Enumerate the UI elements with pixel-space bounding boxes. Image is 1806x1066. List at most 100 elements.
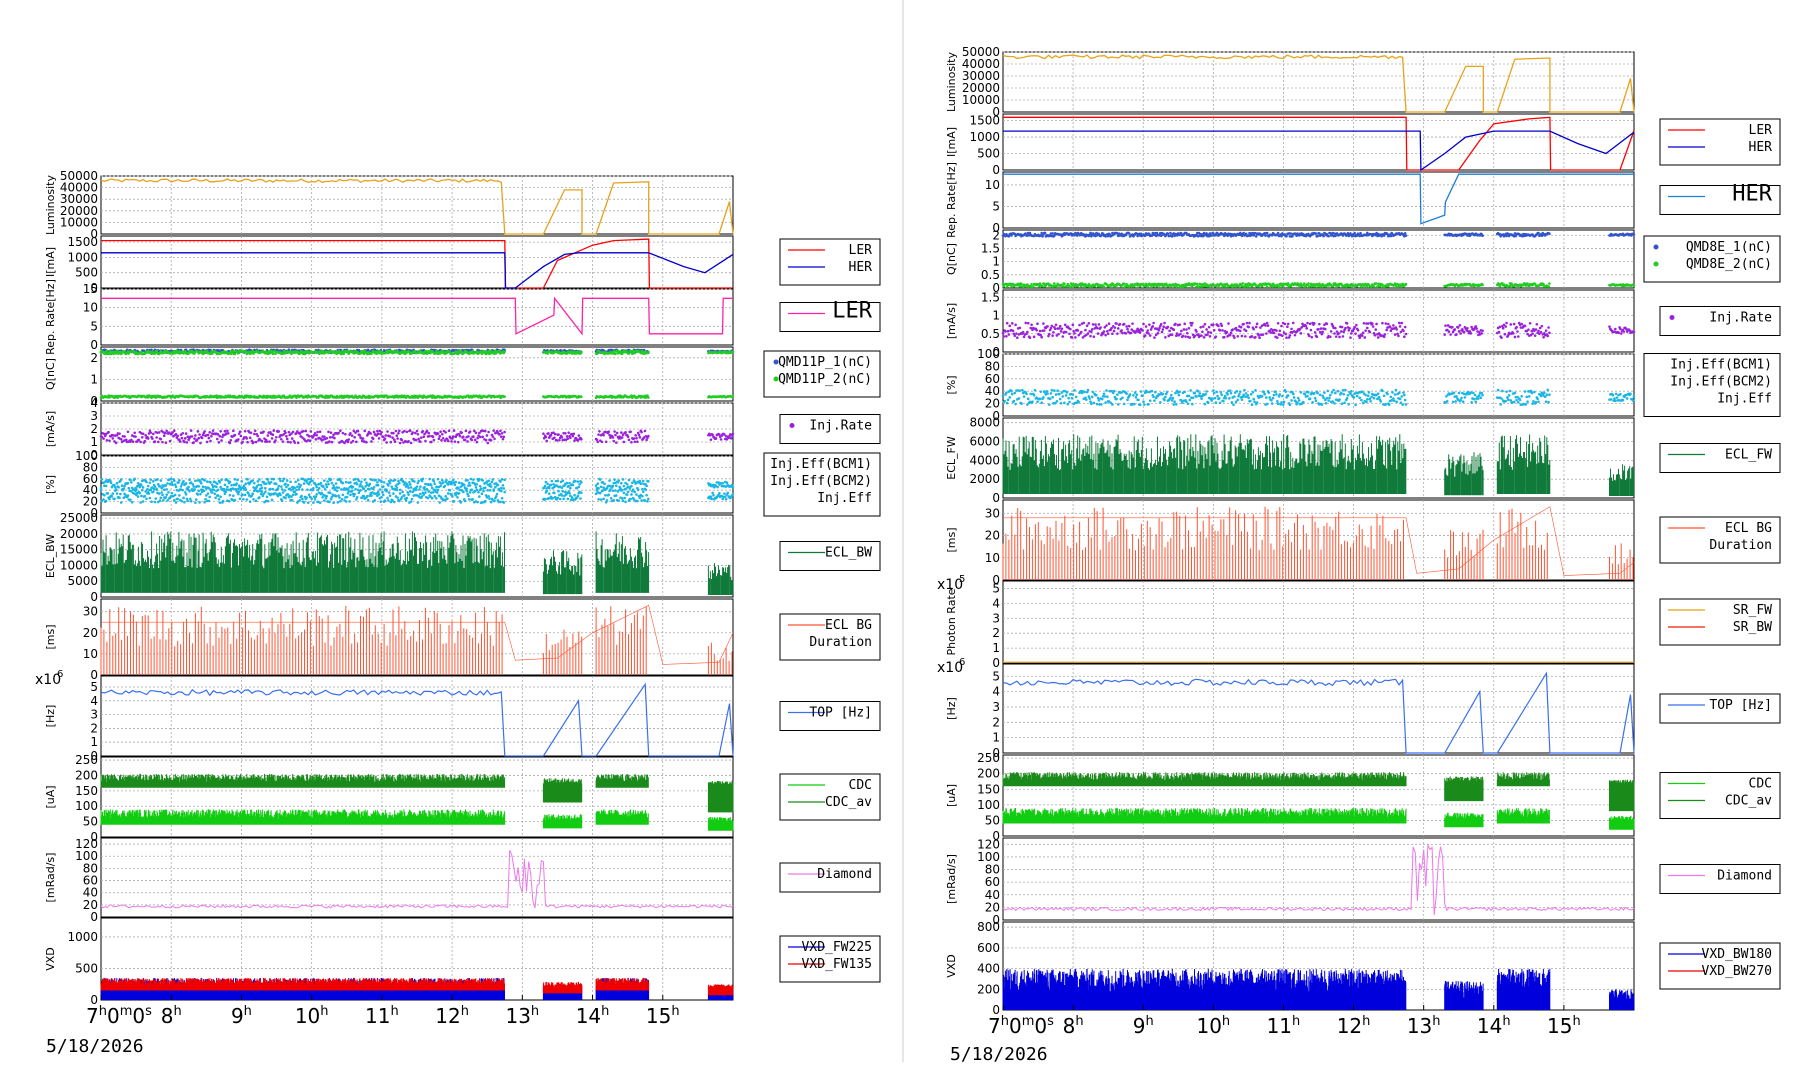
inj-eff-dot	[487, 495, 490, 498]
q2-dot	[423, 352, 426, 355]
y-tick-label: 2	[90, 422, 98, 436]
inj-eff-dot	[330, 478, 333, 481]
inj-eff-dot	[452, 479, 455, 482]
inj-eff-dot	[395, 489, 398, 492]
inj-rate-dot	[198, 433, 201, 436]
inj-eff-dot	[208, 500, 211, 503]
inj-rate-dot	[294, 441, 297, 444]
y-axis-label: [mRad/s]	[44, 853, 57, 903]
inj-eff-dot	[500, 487, 503, 490]
series-line	[1003, 117, 1634, 170]
legend-entry: Inj.Eff(BCM1)	[770, 457, 872, 472]
row-frame	[101, 347, 733, 401]
inj-eff-dot	[149, 497, 152, 500]
inj-eff-dot	[328, 501, 331, 504]
inj-rate-dot	[597, 433, 600, 436]
inj-eff-dot	[431, 487, 434, 490]
inj-eff-dot	[271, 499, 274, 502]
inj-eff-dot	[185, 493, 188, 496]
inj-eff-dot	[600, 498, 603, 501]
inj-eff-dot	[325, 483, 328, 486]
row-eff: 100806040200[%]Inj.Eff(BCM1)Inj.Eff(BCM2…	[44, 449, 880, 520]
time-tick-label: 11h	[365, 1004, 399, 1028]
inj-rate-dot	[378, 437, 381, 440]
inj-eff-dot	[353, 493, 356, 496]
inj-eff-dot	[407, 487, 410, 490]
inj-rate-dot	[351, 434, 354, 437]
inj-eff-dot	[232, 487, 235, 490]
inj-eff-dot	[394, 479, 397, 482]
row-frame	[1003, 114, 1634, 170]
inj-eff-dot	[374, 499, 377, 502]
inj-eff-dot	[437, 489, 440, 492]
y-tick-label: 15	[83, 282, 98, 296]
ecl-bg-spike	[101, 606, 732, 675]
y-axis-label: [mA/s]	[44, 411, 57, 447]
q1-dot	[1481, 234, 1484, 237]
inj-eff-dot	[321, 496, 324, 499]
inj-rate-dot	[310, 430, 313, 433]
inj-rate-dot	[376, 430, 379, 433]
inj-rate-dot	[123, 435, 126, 438]
inj-eff-dot	[211, 491, 214, 494]
inj-rate-dot	[373, 431, 376, 434]
inj-eff-dot	[385, 488, 388, 491]
inj-rate-dot	[253, 433, 256, 436]
inj-eff-dot	[234, 499, 237, 502]
inj-eff-dot	[335, 482, 338, 485]
inj-eff-dot	[324, 488, 327, 491]
inj-rate-dot	[596, 441, 599, 444]
inj-eff-dot	[502, 501, 505, 504]
inj-rate-dot	[212, 429, 215, 432]
y-tick-label: 500	[75, 961, 98, 975]
inj-rate-dot	[149, 431, 152, 434]
q2-dot	[1063, 283, 1066, 286]
row-frame	[101, 456, 733, 513]
q2-dot	[232, 350, 235, 353]
inj-eff-dot	[152, 480, 155, 483]
y-tick-label: 5	[992, 199, 1000, 213]
inj-rate-dot	[430, 441, 433, 444]
inj-rate-dot	[499, 429, 502, 432]
inj-rate-dot	[557, 433, 560, 436]
inj-rate-dot	[572, 435, 575, 438]
y-tick-label: 10000	[60, 558, 98, 572]
inj-rate-dot	[395, 430, 398, 433]
inj-eff-dot	[240, 480, 243, 483]
y-tick-label: 20000	[60, 527, 98, 541]
inj-rate-dot	[329, 436, 332, 439]
inj-rate-dot	[467, 435, 470, 438]
inj-eff-dot	[574, 480, 577, 483]
inj-eff-dot	[393, 501, 396, 504]
inj-eff-dot	[492, 488, 495, 491]
inj-eff-dot	[286, 479, 289, 482]
inj-rate-dot	[155, 436, 158, 439]
inj-eff-dot	[622, 499, 625, 502]
inj-rate-dot	[132, 440, 135, 443]
inj-eff-dot	[577, 495, 580, 498]
inj-rate-dot	[422, 430, 425, 433]
inj-eff-dot	[427, 490, 430, 493]
inj-eff-dot	[495, 495, 498, 498]
inj-rate-dot	[730, 437, 733, 440]
inj-rate-dot	[607, 430, 610, 433]
inj-eff-dot	[641, 488, 644, 491]
inj-eff-dot	[551, 480, 554, 483]
inj-eff-dot	[331, 482, 334, 485]
inj-eff-dot	[312, 501, 315, 504]
inj-eff-dot	[310, 497, 313, 500]
inj-eff-dot	[142, 486, 145, 489]
inj-rate-dot	[342, 432, 345, 435]
inj-eff-dot	[303, 501, 306, 504]
q2-dot	[647, 351, 650, 354]
q1-dot	[1327, 235, 1330, 238]
legend-entry: LER	[849, 243, 873, 258]
inj-eff-dot	[426, 488, 429, 491]
y-axis-label: [Hz]	[44, 705, 57, 728]
inj-rate-dot	[484, 430, 487, 433]
inj-eff-dot	[101, 478, 104, 481]
inj-eff-dot	[238, 490, 241, 493]
inj-rate-dot	[487, 431, 490, 434]
q2-dot	[1041, 285, 1044, 288]
inj-eff-dot	[203, 490, 206, 493]
